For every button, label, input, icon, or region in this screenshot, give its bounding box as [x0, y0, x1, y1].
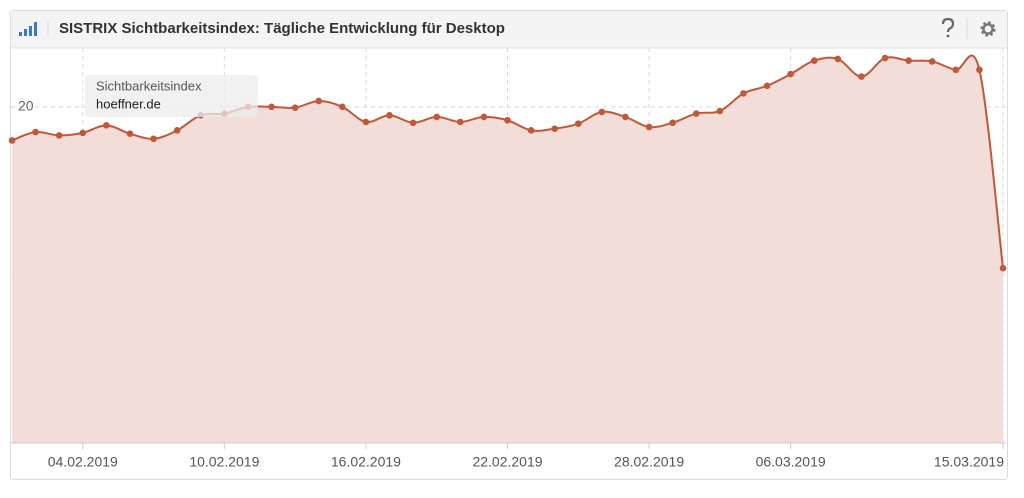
- legend-entry: hoeffner.de: [96, 96, 161, 111]
- point: [999, 264, 1007, 272]
- help-icon-dot: [946, 34, 950, 38]
- point: [527, 127, 535, 134]
- point: [598, 108, 606, 116]
- point: [551, 125, 558, 132]
- point: [763, 82, 771, 90]
- x-tick-label: 22.02.2019: [472, 454, 542, 470]
- point: [268, 103, 275, 111]
- point: [433, 113, 441, 121]
- point: [787, 70, 794, 78]
- point: [126, 130, 134, 138]
- x-tick-label: 15.03.2019: [934, 454, 1004, 470]
- point: [740, 90, 747, 97]
- point: [976, 66, 983, 74]
- point: [574, 120, 582, 127]
- point: [32, 128, 39, 136]
- y-tick-label: 20: [18, 98, 34, 114]
- point: [386, 111, 393, 119]
- point: [457, 118, 464, 126]
- header: [11, 11, 1007, 48]
- point: [55, 132, 63, 139]
- point: [905, 57, 912, 64]
- x-tick-label: 04.02.2019: [48, 454, 118, 470]
- help-icon[interactable]: [941, 17, 955, 33]
- point: [291, 104, 299, 111]
- plot: 102004.02.201910.02.201916.02.201922.02.…: [8, 48, 1007, 470]
- point: [409, 119, 417, 127]
- point: [810, 57, 818, 64]
- x-tick-label: 10.02.2019: [189, 454, 259, 470]
- point: [8, 137, 16, 144]
- point: [150, 135, 157, 143]
- point: [928, 58, 936, 65]
- point: [362, 118, 370, 126]
- point: [834, 55, 842, 63]
- chart-title: SISTRIX Sichtbarkeitsindex: Tägliche Ent…: [59, 20, 505, 37]
- point: [339, 103, 346, 111]
- legend-title: Sichtbarkeitsindex: [96, 78, 202, 93]
- point: [692, 110, 700, 117]
- point: [173, 127, 181, 134]
- signal-icon: [19, 22, 37, 36]
- point: [716, 107, 724, 115]
- point: [315, 97, 323, 105]
- area: [12, 55, 1003, 443]
- point: [103, 122, 110, 129]
- point: [622, 113, 629, 121]
- settings-icon[interactable]: [980, 21, 996, 37]
- x-tick-label: 28.02.2019: [614, 454, 684, 470]
- point: [881, 54, 889, 62]
- point: [669, 119, 676, 127]
- point: [952, 66, 960, 74]
- point: [79, 129, 87, 137]
- legend-box: [85, 75, 258, 117]
- x-tick-label: 16.02.2019: [331, 454, 401, 470]
- point: [480, 113, 488, 121]
- x-tick-label: 06.03.2019: [756, 454, 826, 470]
- point: [645, 123, 653, 131]
- point: [858, 73, 865, 80]
- point: [504, 116, 511, 124]
